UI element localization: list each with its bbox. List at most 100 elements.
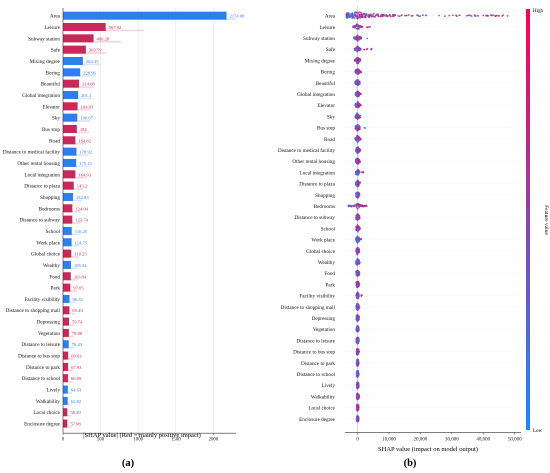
panel-b-point: [357, 161, 360, 164]
panel-b-point: [368, 26, 371, 28]
panel-b-point: [356, 383, 359, 386]
panel-a-bar: [63, 374, 68, 383]
panel-a-value-label: 164.82: [78, 138, 91, 143]
panel-a-category-label: Distance to medical facility: [3, 149, 61, 156]
panel-b-point: [359, 205, 362, 207]
panel-b-point: [357, 27, 360, 30]
panel-b-point: [358, 394, 361, 397]
panel-a-category-label: School: [46, 229, 61, 235]
panel-a-category-label: Road: [49, 138, 60, 144]
panel-b-point: [365, 12, 368, 15]
panel-b-point: [356, 248, 359, 251]
panel-a-category-label: Bedrooms: [39, 206, 60, 212]
panel-a-bar-shadow: [63, 108, 91, 111]
panel-b-point: [354, 48, 357, 51]
panel-b-point: [351, 14, 354, 17]
panel-b-point: [357, 193, 359, 196]
panel-b-point: [357, 196, 360, 198]
panel-a-category-label: Area: [50, 14, 61, 20]
panel-a-category-label: Distance to shopping mall: [6, 308, 61, 314]
panel-a-category-label: Elevator: [42, 104, 60, 110]
panel-a-bar: [63, 11, 227, 20]
panel-a-bar: [63, 317, 69, 326]
panel-b-point: [356, 317, 359, 320]
panel-b-point: [356, 135, 359, 137]
panel-b-point: [354, 11, 356, 14]
panel-b-feature-label: Work place: [311, 238, 335, 244]
panel-b-point: [359, 261, 361, 264]
panel-b-feature-label: Bus stop: [317, 126, 335, 132]
panel-a-bar: [63, 45, 86, 54]
panel-a-value-label: 110.25: [74, 252, 87, 257]
panel-b-gridlines: [345, 6, 521, 433]
panel-b-point: [491, 14, 493, 17]
panel-a-category-label: Global integration: [22, 93, 60, 99]
panel-a-x-axis: 0 500 1000 1500 2000: [62, 8, 236, 443]
panel-b-point: [357, 229, 360, 231]
panel-b-point: [492, 14, 495, 17]
panel-a-value-label: 78.08: [72, 331, 83, 336]
panel-b-point: [370, 47, 373, 50]
panel-b-point: [356, 57, 358, 60]
panel-b-points: [345, 11, 509, 423]
panel-b-point: [356, 295, 358, 298]
panel-a-bar-shadow: [63, 278, 78, 281]
panel-a-bar: [63, 56, 83, 65]
panel-a-bar: [63, 215, 73, 224]
panel-b-point: [356, 337, 359, 339]
panel-b-point: [361, 25, 364, 28]
panel-b-point: [356, 23, 359, 26]
panel-a-bar: [63, 90, 79, 99]
panel-a-category-label: Subway station: [28, 36, 60, 42]
panel-b-point: [357, 294, 360, 297]
panel-a-bar: [63, 419, 68, 428]
panel-a-bar-shadow: [63, 392, 73, 394]
panel-b-point: [438, 14, 440, 17]
panel-b-point: [356, 398, 359, 400]
panel-b-feature-label: Distance to subway: [294, 215, 335, 221]
panel-b-point: [356, 47, 359, 49]
panel-b-point: [356, 340, 359, 343]
panel-b-point: [356, 114, 359, 117]
panel-a-value-label: 64.63: [71, 388, 82, 393]
panel-a-value-label: 164.93: [78, 172, 91, 177]
panel-a-value-label: 214.08: [82, 82, 95, 87]
panel-b-point: [443, 15, 446, 18]
panel-b-point: [365, 14, 368, 17]
panel-b-x-tick-label: 50,000: [508, 437, 522, 442]
panel-b-point: [363, 204, 366, 207]
panel-b-point: [357, 306, 360, 309]
panel-b-point: [494, 15, 497, 18]
panel-a-bar: [63, 22, 106, 31]
panel-a-bar-shadow: [63, 74, 96, 77]
panel-a-value-label: 201.1: [81, 93, 92, 98]
panel-b-point: [346, 15, 348, 18]
panel-a-category-label: Enclosure degree: [24, 422, 61, 428]
panel-a-category-label: Distance to bus stop: [18, 354, 60, 360]
panel-a-category-label: Distance to plaza: [24, 184, 60, 190]
panel-a-bar-shadow: [63, 131, 90, 134]
panel-b-point: [482, 14, 485, 17]
panel-b-point: [355, 203, 358, 205]
panel-a-bar-shadow: [63, 222, 81, 224]
panel-b-point: [357, 375, 359, 378]
panel-a-value-label: 69.03: [71, 354, 82, 359]
panel-b-point: [354, 125, 357, 127]
panel-b-point: [355, 281, 358, 284]
panel-b-point: [356, 68, 359, 70]
panel-b-point: [355, 24, 358, 27]
panel-a-bar: [63, 340, 69, 349]
panel-a-bar: [63, 158, 77, 167]
panel-b-point: [405, 14, 408, 17]
panel-b-point: [357, 330, 359, 332]
colorbar-high-label: High: [533, 9, 544, 14]
panel-b-point: [357, 225, 360, 228]
panel-b-point: [358, 104, 361, 107]
panel-b-point: [351, 12, 354, 15]
panel-a-category-label: Safe: [51, 47, 61, 54]
panel-b-beeswarm-chart: Area Leisure Subway station Safe Mixing degr…: [278, 6, 549, 469]
panel-b-point: [356, 387, 358, 389]
panel-b-point: [355, 329, 358, 331]
panel-b-point: [357, 73, 359, 75]
panel-a-bar-shadow: [63, 210, 81, 213]
